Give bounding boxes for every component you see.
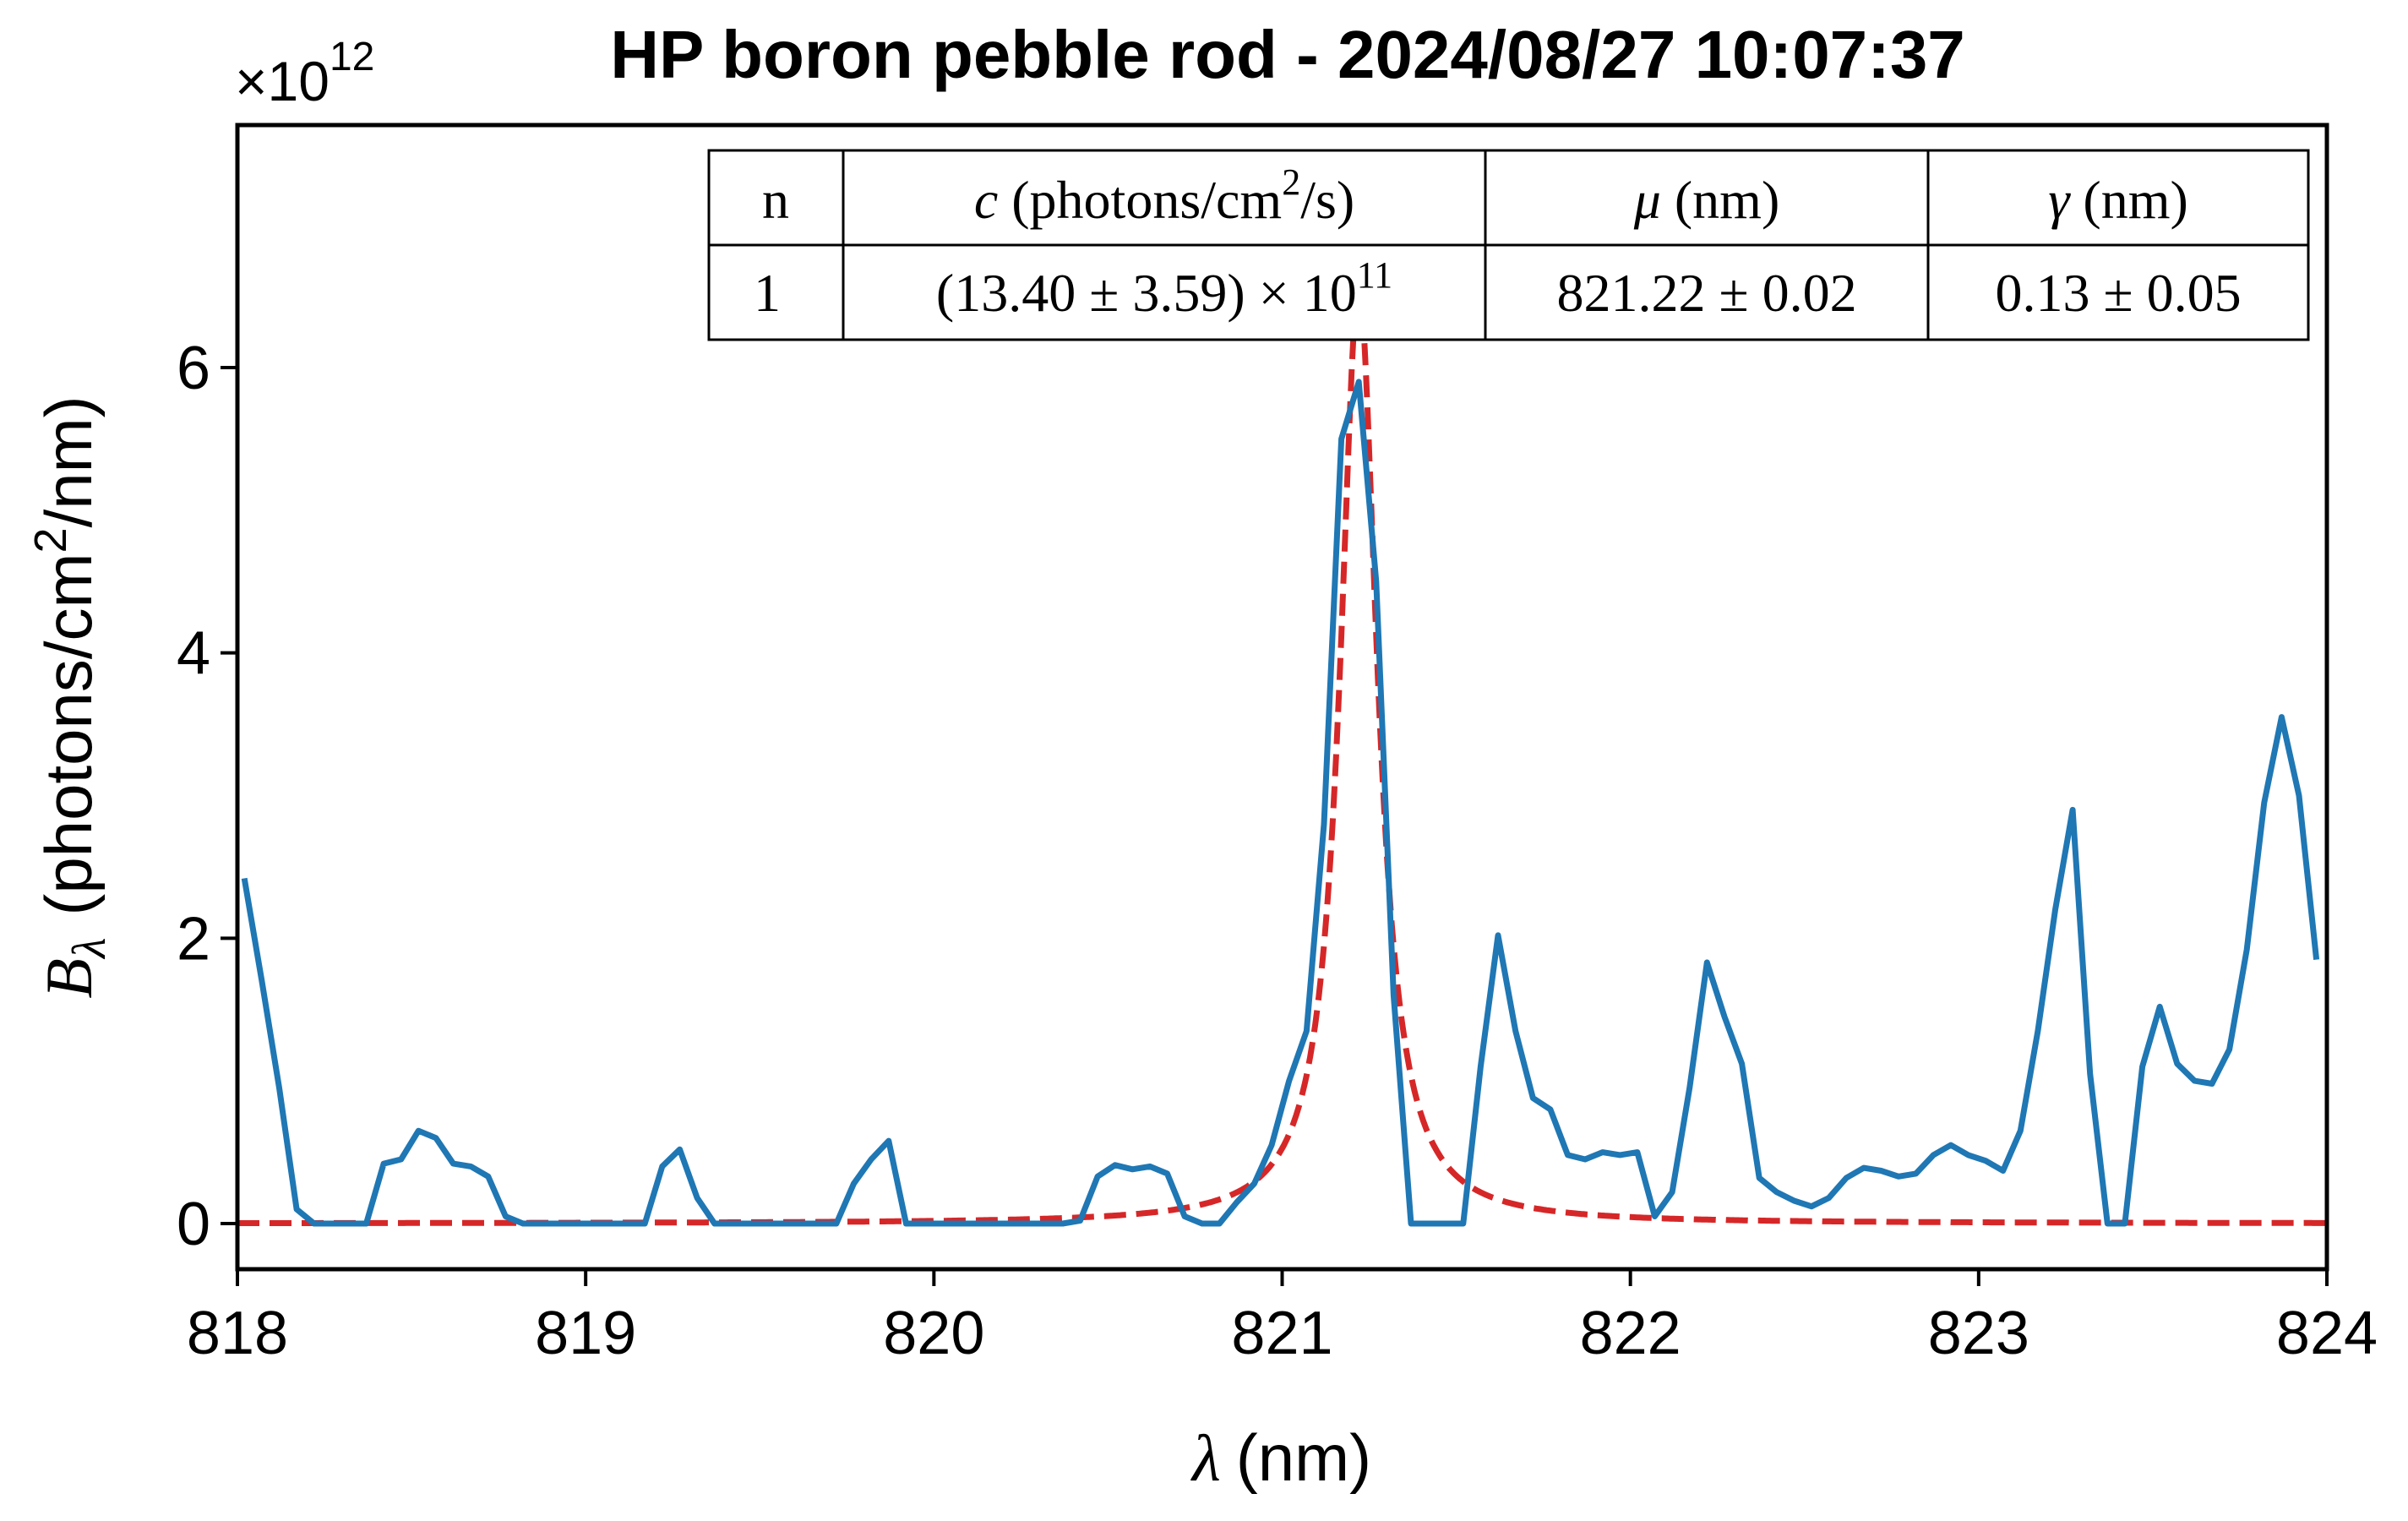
y-tick-label: 2 xyxy=(177,905,210,973)
series-layer xyxy=(237,277,2327,1227)
table-cell-n: 1 xyxy=(754,263,781,323)
fit-table: n c (photons/cm2/s) μ (nm) γ (nm) 1 (13.… xyxy=(707,149,2310,341)
table-cell-mu: 821.22 ± 0.02 xyxy=(1556,263,1856,323)
x-tick-label: 819 xyxy=(535,1300,636,1367)
x-tick-label: 821 xyxy=(1231,1300,1332,1367)
table-header-gamma: γ (nm) xyxy=(2048,170,2188,230)
x-tick-label: 818 xyxy=(187,1300,288,1367)
x-tick-label: 824 xyxy=(2276,1300,2378,1367)
x-tick-label: 820 xyxy=(883,1300,984,1367)
table-cell-gamma: 0.13 ± 0.05 xyxy=(1995,263,2241,323)
x-axis-label: λ (nm) xyxy=(1190,1420,1371,1495)
x-axis: 818 819 820 821 822 823 824 xyxy=(187,1269,2378,1367)
series-measured-line xyxy=(241,379,2320,1227)
y-tick-label: 6 xyxy=(177,335,210,402)
table-cell-c: (13.40 ± 3.59) × 1011 xyxy=(936,254,1392,323)
x-tick-label: 822 xyxy=(1580,1300,1681,1367)
chart-title: HP boron pebble rod - 2024/08/27 10:07:3… xyxy=(610,17,1965,92)
series-fit-line xyxy=(237,277,2327,1226)
x-tick-label: 823 xyxy=(1928,1300,2029,1367)
y-tick-label: 0 xyxy=(177,1191,210,1258)
table-header-mu: μ (nm) xyxy=(1633,170,1780,230)
table-header-c: c (photons/cm2/s) xyxy=(974,161,1354,230)
table-header-n: n xyxy=(762,170,789,230)
y-axis: 0 2 4 6 xyxy=(177,335,237,1258)
offset-text: ×1012 xyxy=(235,35,374,112)
y-axis-label: Bλ(photons/cm2/nm) xyxy=(25,395,116,998)
y-tick-label: 4 xyxy=(177,620,210,688)
